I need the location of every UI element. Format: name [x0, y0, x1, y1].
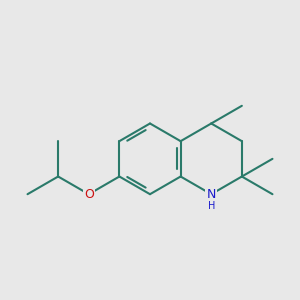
Text: O: O: [84, 188, 94, 201]
Text: H: H: [208, 200, 215, 211]
Text: N: N: [206, 188, 216, 201]
